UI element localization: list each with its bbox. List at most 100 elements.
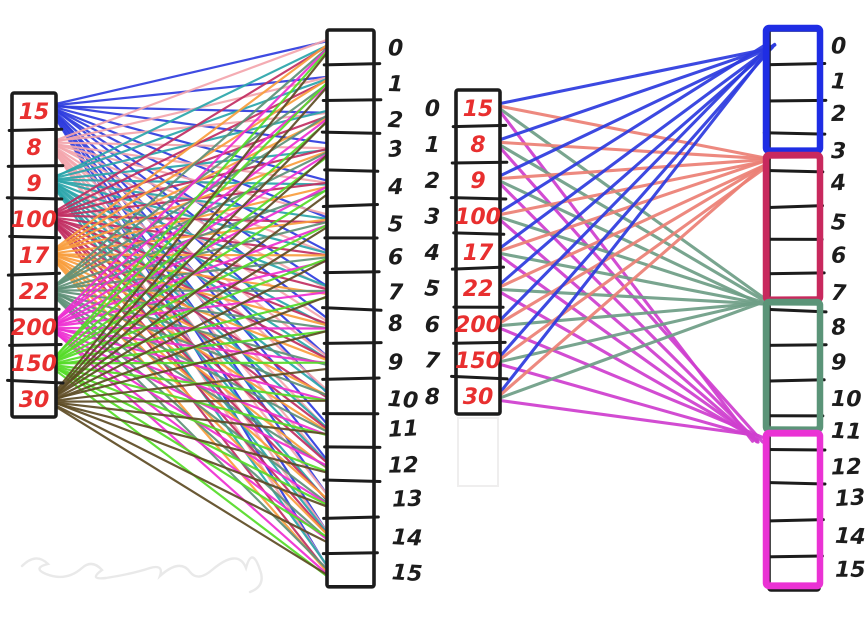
source-index-label: 5	[423, 276, 441, 302]
cell-divider	[763, 98, 828, 103]
dest-index-label: 5	[830, 210, 847, 236]
cell-divider	[321, 306, 383, 312]
source-value: 17	[463, 241, 494, 266]
source-index-label: 7	[424, 348, 442, 374]
bucket-connection-line	[499, 363, 756, 438]
source-value: 22	[19, 280, 50, 305]
connection-line	[54, 148, 328, 216]
dest-index-label: 7	[830, 281, 847, 307]
connection-line	[54, 259, 328, 499]
bucket-box-overdraw	[766, 433, 821, 586]
dest-index-label: 2	[387, 108, 404, 134]
bucket-boxes	[762, 24, 824, 590]
erased-cell-outline	[457, 417, 499, 487]
connection-line	[54, 114, 328, 288]
cell-divider	[763, 307, 828, 314]
connection-line	[54, 104, 328, 145]
source-index-label: 4	[423, 241, 440, 267]
source-value: 200	[455, 313, 501, 338]
bucket-box-4-7	[762, 151, 824, 304]
dest-index-label: 6	[831, 244, 847, 269]
dest-index-label: 9	[831, 350, 847, 375]
bucket-connection-line	[499, 44, 775, 141]
dest-index-label: 10	[387, 387, 420, 414]
source-value: 9	[26, 172, 41, 197]
connection-line	[54, 44, 328, 249]
cell-divider	[451, 123, 508, 129]
cell-divider	[8, 234, 62, 240]
connection-line	[54, 194, 328, 397]
connection-line	[54, 53, 328, 392]
connection-line	[54, 110, 328, 179]
bucket-connection-line	[499, 44, 771, 321]
source-value: 15	[19, 100, 50, 125]
bucket-connection-line	[499, 45, 775, 357]
source-index-label: 8	[424, 385, 440, 410]
dest-index-label: 9	[388, 350, 404, 375]
connection-line	[54, 289, 328, 293]
bucket-connection-line	[499, 42, 768, 213]
cell-divider	[321, 376, 381, 381]
bucket-connection-line	[499, 216, 767, 305]
bucket-connection-line	[499, 300, 762, 364]
cell-divider	[322, 478, 382, 483]
right-source-array: 15 8 9 100 17 22 200 150 30 0 1 2 3 4 5 6 7 8	[423, 88, 509, 416]
bucket-connection-line	[499, 158, 770, 216]
connection-line	[54, 259, 328, 400]
cell-divider	[8, 342, 63, 347]
dest-index-label: 1	[388, 72, 404, 97]
cell-divider	[321, 98, 383, 102]
cell-divider	[322, 515, 380, 520]
left-source-array: 15 8 9 100 17 22 200 150 30	[5, 91, 65, 419]
connection-line	[54, 218, 328, 255]
connection-line	[54, 361, 328, 365]
cell-divider	[449, 196, 508, 201]
connection-line	[54, 48, 328, 286]
bucket-connection-line	[499, 163, 768, 325]
cell-divider	[321, 203, 379, 209]
cell-divider	[323, 270, 381, 275]
connection-line	[54, 367, 328, 402]
cell-divider	[6, 271, 61, 277]
dest-index-label: 10	[831, 387, 862, 412]
connection-line	[54, 50, 328, 358]
cell-divider	[323, 445, 382, 449]
bucket-connection-line	[499, 291, 759, 441]
dest-index-label: 15	[391, 560, 423, 587]
right-diagram-connections	[499, 42, 777, 444]
connection-line	[54, 184, 328, 429]
connection-line	[54, 399, 328, 403]
connection-line	[54, 366, 328, 473]
connection-line	[54, 330, 328, 400]
connection-line	[54, 181, 328, 217]
bucket-connection-line	[499, 46, 774, 105]
source-value: 100	[11, 208, 57, 233]
bucket-connection-line	[499, 287, 765, 306]
cell-divider	[323, 168, 380, 173]
source-value: 8	[470, 133, 485, 158]
bucket-connection-line	[499, 42, 777, 249]
connection-line	[54, 402, 328, 474]
connection-line	[54, 45, 328, 212]
connection-line	[54, 147, 328, 391]
connection-line	[54, 405, 328, 576]
dest-index-label: 15	[835, 558, 866, 583]
cell-divider	[764, 518, 825, 523]
connection-line	[54, 256, 328, 291]
dest-index-label: 8	[830, 315, 848, 341]
cell-divider	[765, 168, 825, 174]
bucket-connection-line	[499, 180, 759, 304]
connection-line	[54, 153, 328, 325]
dest-index-label: 14	[834, 524, 866, 550]
dest-index-label: 1	[830, 69, 847, 95]
dest-index-label: 14	[391, 525, 423, 551]
connection-line	[54, 40, 328, 105]
source-value: 200	[11, 316, 57, 341]
cell-divider	[450, 265, 505, 271]
connection-line	[54, 186, 328, 326]
connection-line	[54, 45, 328, 178]
connection-line	[54, 143, 328, 216]
connection-line	[54, 401, 328, 508]
